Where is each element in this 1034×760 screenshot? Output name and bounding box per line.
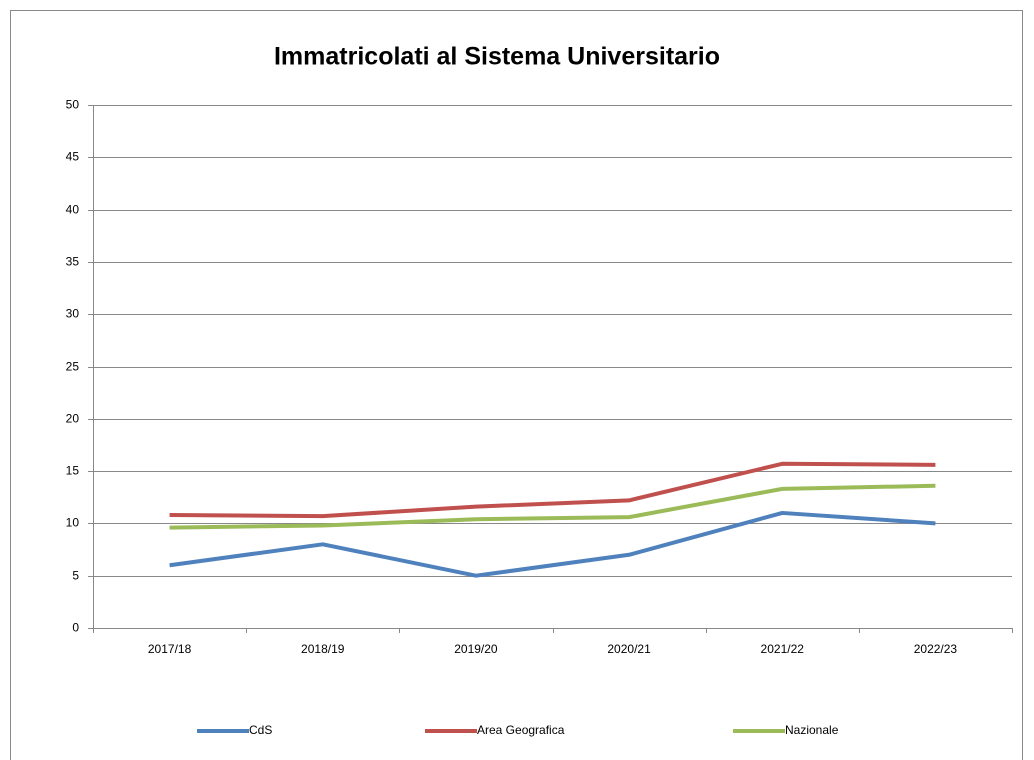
- legend-label: Nazionale: [785, 723, 839, 737]
- x-tick-label: 2022/23: [914, 642, 958, 656]
- chart-frame: [10, 10, 1023, 760]
- x-tick-label: 2018/19: [301, 642, 345, 656]
- series-line: [169, 461, 936, 519]
- chart-title: Immatricolati al Sistema Universitario: [274, 43, 720, 71]
- y-tick-label: 35: [66, 255, 80, 269]
- y-tick-label: 10: [66, 516, 80, 530]
- legend-label: Area Geografica: [477, 723, 565, 737]
- y-tick-label: 40: [66, 203, 80, 217]
- x-tick-label: 2017/18: [148, 642, 192, 656]
- y-tick-label: 45: [66, 150, 80, 164]
- y-tick-label: 15: [66, 464, 80, 478]
- x-tick-label: 2021/22: [761, 642, 805, 656]
- y-tick-label: 30: [66, 307, 80, 321]
- legend-label: CdS: [249, 723, 272, 737]
- x-tick-label: 2019/20: [454, 642, 498, 656]
- y-tick-label: 20: [66, 412, 80, 426]
- y-tick-label: 50: [66, 98, 80, 112]
- series-line: [169, 510, 936, 578]
- series-line: [169, 483, 936, 530]
- x-tick-label: 2020/21: [607, 642, 651, 656]
- y-tick-label: 0: [72, 621, 79, 635]
- y-tick-label: 25: [66, 360, 80, 374]
- y-tick-label: 5: [72, 569, 79, 583]
